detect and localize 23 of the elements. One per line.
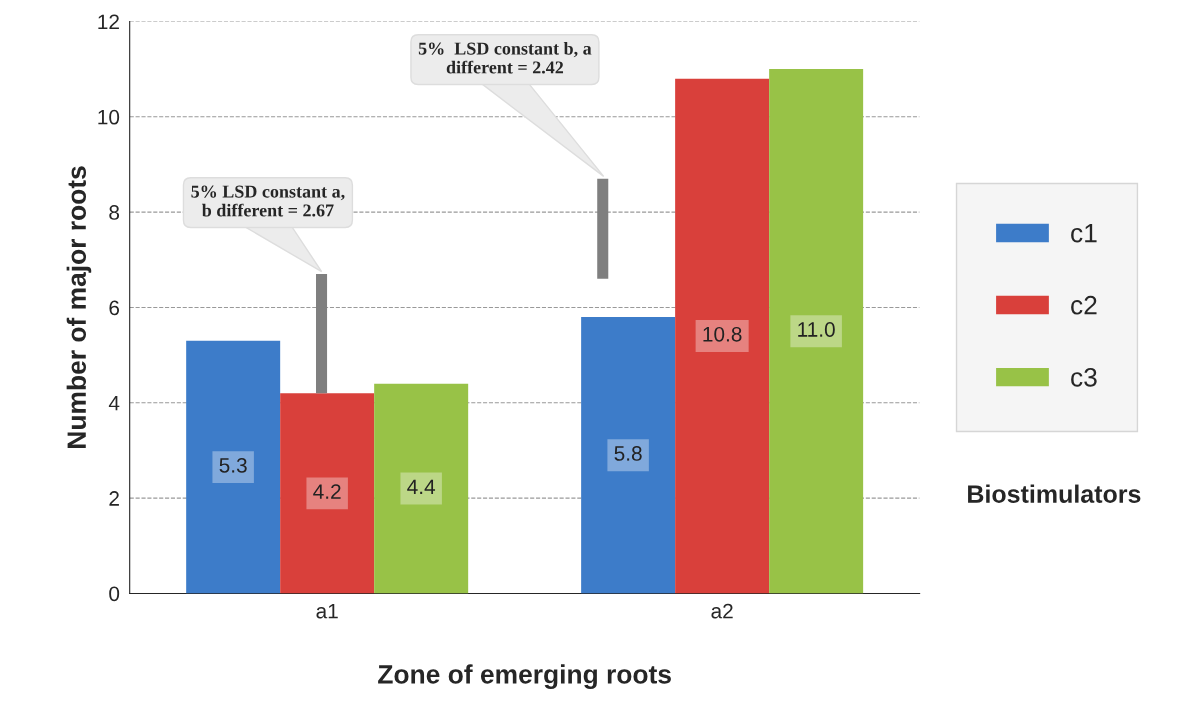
y-tick-label: 12 bbox=[98, 14, 119, 29]
annotation: 5% LSD constant a, b different = 2.67 bbox=[191, 185, 345, 217]
x-tick-label: a2 bbox=[711, 603, 733, 619]
legend-label: c1 bbox=[1071, 224, 1097, 243]
data-label: 5.8 bbox=[614, 446, 642, 461]
y-tick-label: 2 bbox=[109, 491, 119, 506]
y-tick-label: 0 bbox=[109, 586, 120, 602]
y-tick-label: 4 bbox=[108, 396, 120, 411]
data-label: 10.8 bbox=[703, 326, 742, 342]
legend-label: c3 bbox=[1071, 367, 1097, 387]
x-axis-title: Zone of emerging roots bbox=[378, 664, 671, 689]
annotation: 5% LSD constant b, a different = 2.42 bbox=[418, 41, 592, 74]
data-label: 4.2 bbox=[313, 484, 341, 499]
y-tick-label: 8 bbox=[109, 205, 120, 220]
y-axis-title: Number of major roots bbox=[66, 166, 92, 448]
legend-title: Biostimulators bbox=[968, 484, 1141, 503]
data-label: 5.3 bbox=[219, 457, 247, 473]
x-tick-label: a1 bbox=[316, 603, 338, 619]
legend-label: c2 bbox=[1071, 295, 1097, 315]
y-tick-label: 6 bbox=[109, 300, 120, 316]
data-label: 4.4 bbox=[407, 479, 436, 494]
y-tick-label: 10 bbox=[98, 109, 120, 125]
data-label: 11.0 bbox=[798, 322, 835, 337]
